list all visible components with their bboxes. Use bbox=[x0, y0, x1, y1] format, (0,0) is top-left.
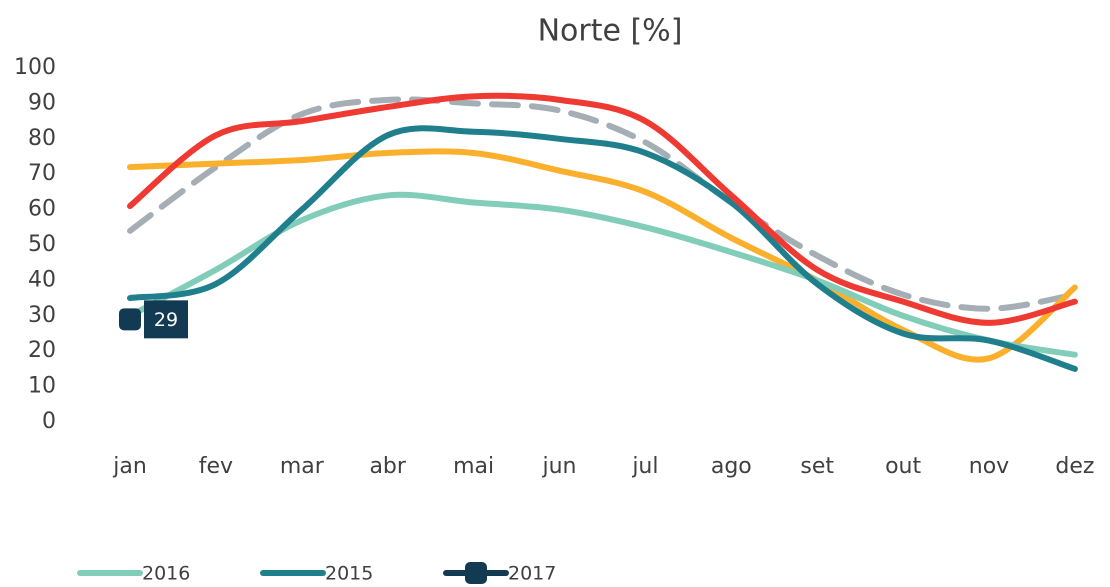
series-line bbox=[127, 96, 1078, 312]
y-tick-label: 40 bbox=[28, 267, 56, 292]
y-tick-label: 80 bbox=[28, 126, 56, 151]
y-tick-label: 70 bbox=[28, 161, 56, 186]
x-tick-label: out bbox=[885, 454, 921, 479]
data-label-box bbox=[144, 300, 188, 339]
y-tick-label: 30 bbox=[28, 303, 56, 328]
y-tick-label: 20 bbox=[28, 338, 56, 363]
y-tick-label: 60 bbox=[28, 197, 56, 222]
series-line bbox=[127, 125, 1078, 372]
x-tick-label: fev bbox=[199, 454, 233, 479]
legend-label: 2015 bbox=[325, 563, 373, 585]
chart-title: Norte [%] bbox=[538, 14, 683, 49]
series-line bbox=[127, 92, 1078, 326]
y-tick-label: 50 bbox=[28, 232, 56, 257]
x-tick-label: mar bbox=[280, 454, 325, 479]
x-tick-label: nov bbox=[969, 454, 1009, 479]
y-tick-label: 100 bbox=[14, 55, 56, 80]
x-tick-label: jan bbox=[112, 454, 147, 479]
legend-marker bbox=[465, 562, 487, 584]
x-tick-label: dez bbox=[1055, 454, 1094, 479]
y-tick-label: 10 bbox=[28, 374, 56, 399]
x-tick-label: abr bbox=[369, 454, 406, 479]
x-tick-label: set bbox=[800, 454, 834, 479]
x-tick-label: jul bbox=[631, 454, 658, 479]
data-label: 29 bbox=[154, 309, 178, 331]
x-tick-label: jun bbox=[542, 454, 577, 479]
x-tick-label: mai bbox=[453, 454, 494, 479]
x-tick-label: ago bbox=[711, 454, 752, 479]
y-tick-label: 0 bbox=[42, 409, 56, 434]
legend-label: 2017 bbox=[508, 563, 556, 585]
legend-label: 2016 bbox=[142, 563, 190, 585]
y-tick-label: 90 bbox=[28, 90, 56, 115]
marker bbox=[119, 308, 141, 331]
series-line bbox=[127, 191, 1078, 358]
